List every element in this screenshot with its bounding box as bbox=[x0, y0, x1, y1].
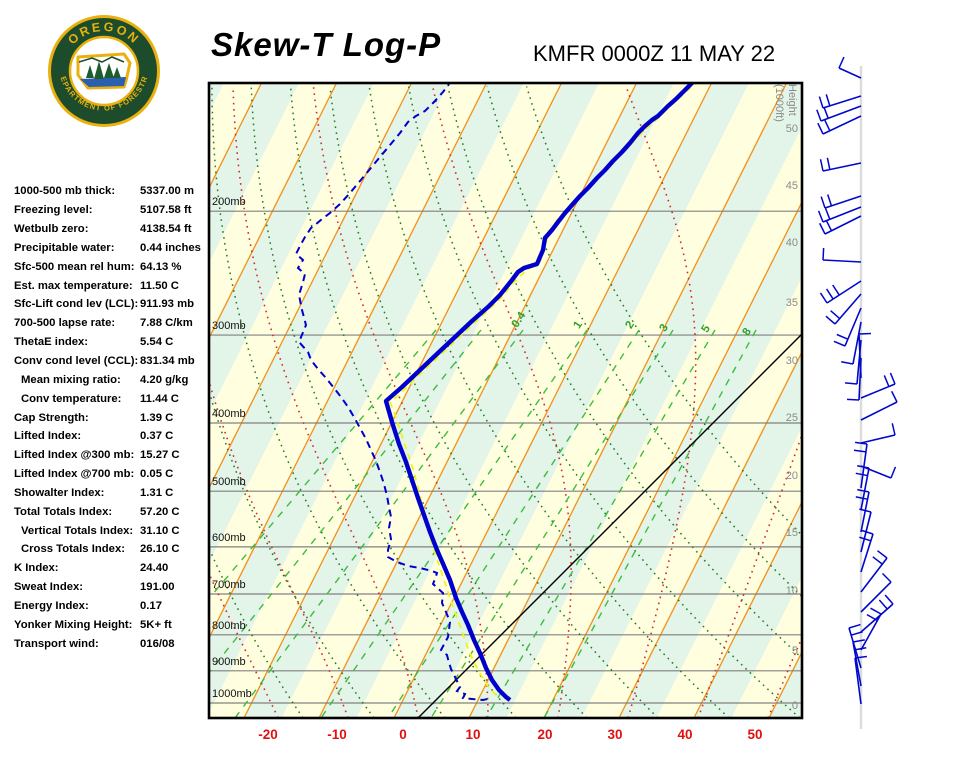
wind-barb bbox=[852, 639, 867, 687]
wind-barb bbox=[838, 56, 862, 79]
dry-adiabat bbox=[407, 86, 801, 718]
band-line bbox=[243, 83, 563, 718]
wind-barb bbox=[860, 390, 898, 421]
temperature-trace bbox=[383, 83, 696, 702]
wind-barb bbox=[817, 115, 862, 135]
mixing-ratio-line bbox=[485, 329, 716, 718]
dry-adiabat bbox=[289, 86, 588, 718]
wind-barb bbox=[819, 280, 862, 304]
mixing-ratio-line bbox=[234, 329, 524, 718]
band-line bbox=[0, 83, 112, 718]
wind-barb bbox=[860, 372, 896, 399]
band bbox=[394, 83, 749, 718]
dewpoint-trace bbox=[294, 83, 493, 702]
moist-adiabat bbox=[697, 432, 802, 718]
wind-barb bbox=[819, 157, 862, 172]
band bbox=[0, 83, 149, 718]
mixing-ratio-line bbox=[543, 329, 757, 718]
band bbox=[0, 83, 187, 718]
band bbox=[319, 83, 674, 718]
band bbox=[807, 83, 960, 718]
band-line bbox=[209, 83, 488, 640]
band-line bbox=[209, 83, 338, 340]
wind-barb bbox=[855, 488, 870, 533]
logo-state-emblem bbox=[76, 52, 132, 90]
band bbox=[281, 83, 637, 718]
wind-barb-column bbox=[816, 56, 898, 729]
mixing-ratio-line bbox=[320, 329, 588, 718]
oregon-forestry-logo: OREGON DEPARTMENT OF FORESTRY bbox=[48, 15, 160, 127]
band bbox=[244, 83, 599, 718]
mixing-ratio-line bbox=[209, 329, 437, 600]
band bbox=[209, 83, 224, 113]
moist-adiabat bbox=[431, 86, 572, 718]
band-line bbox=[618, 350, 802, 718]
wind-barb bbox=[853, 441, 868, 489]
wind-barb bbox=[822, 247, 862, 263]
wind-barb bbox=[860, 594, 894, 633]
wind-barb bbox=[817, 206, 862, 223]
logo-mountains bbox=[78, 56, 125, 63]
band-line bbox=[693, 500, 802, 718]
wind-barb bbox=[848, 623, 863, 669]
background-bands bbox=[0, 83, 960, 718]
wind-barb bbox=[818, 94, 862, 109]
band bbox=[731, 577, 802, 718]
sounding-profiles bbox=[294, 83, 698, 702]
moist-adiabat bbox=[625, 86, 697, 718]
band-line bbox=[318, 83, 638, 718]
wind-barb bbox=[860, 572, 892, 613]
wind-barb bbox=[858, 332, 872, 379]
wind-barb bbox=[860, 550, 888, 593]
wind-barb bbox=[820, 194, 862, 209]
band bbox=[356, 83, 712, 718]
wind-barb bbox=[818, 215, 862, 235]
moist-adiabat bbox=[73, 86, 208, 717]
moist-adiabat bbox=[312, 86, 489, 718]
logo-water bbox=[80, 77, 126, 87]
band-line bbox=[543, 200, 802, 718]
mixing-ratio-line bbox=[430, 329, 674, 718]
wind-barb bbox=[860, 423, 896, 444]
wind-barb bbox=[859, 529, 874, 573]
band bbox=[581, 277, 802, 718]
band-line bbox=[468, 83, 788, 718]
wind-barb bbox=[854, 655, 867, 705]
wind-barb bbox=[841, 321, 862, 365]
wind-barb bbox=[833, 307, 862, 347]
wind-barb bbox=[855, 465, 870, 511]
band bbox=[469, 83, 802, 718]
dry-adiabat bbox=[329, 86, 659, 718]
dry-adiabat bbox=[209, 388, 375, 718]
band bbox=[656, 427, 802, 718]
grid-lines bbox=[73, 86, 802, 718]
wind-barb bbox=[860, 607, 882, 651]
band-line bbox=[0, 83, 187, 718]
mixing-ratio-line bbox=[209, 329, 482, 674]
wind-barb bbox=[816, 105, 862, 122]
band-line bbox=[209, 83, 413, 490]
wind-barb bbox=[825, 293, 862, 325]
chart-border bbox=[207, 81, 804, 720]
dry-adiabat bbox=[447, 86, 802, 660]
logo-trees bbox=[86, 61, 121, 79]
